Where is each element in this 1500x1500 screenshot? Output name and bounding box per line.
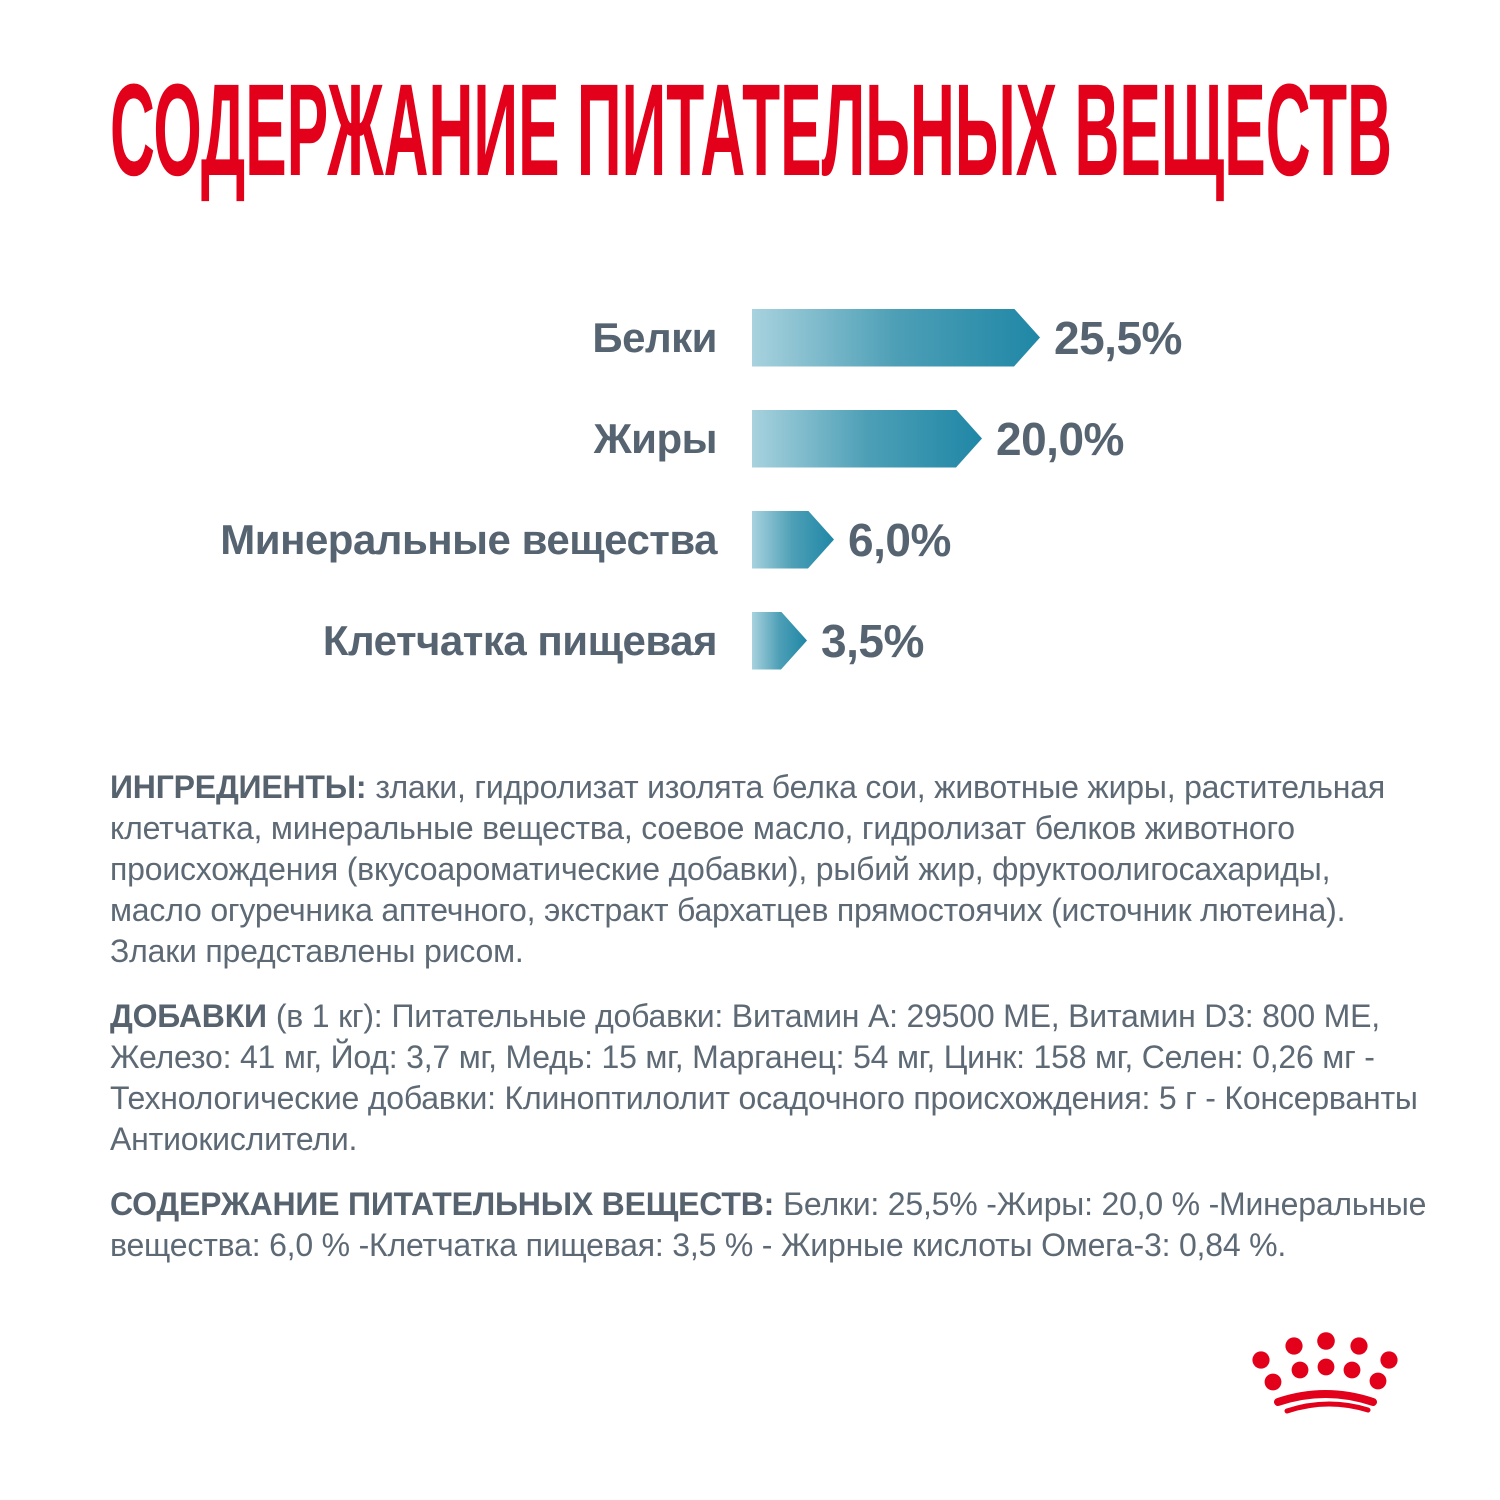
- paragraph-text: злаки, гидролизат изолята белка сои, жив…: [375, 769, 1385, 805]
- paragraph-lead: ДОБАВКИ: [110, 998, 267, 1034]
- paragraph: ДОБАВКИ (в 1 кг): Питательные добавки: Вит…: [110, 996, 1418, 1160]
- chart-row: Жиры 20,0%: [0, 388, 1500, 489]
- royal-canin-crown-icon: [1252, 1332, 1398, 1414]
- chart-row: Клетчатка пищевая 3,5%: [0, 590, 1500, 691]
- chart-row: Белки 25,5%: [0, 287, 1500, 388]
- paragraph-line: Железо: 41 мг, Йод: 3,7 мг, Медь: 15 мг,…: [110, 1039, 1375, 1075]
- info-text: ИНГРЕДИЕНТЫ: злаки, гидролизат изолята бе…: [110, 767, 1426, 1290]
- paragraph-line: масло огуречника аптечного, экстракт бар…: [110, 892, 1346, 928]
- chart-value-label: 25,5%: [1054, 311, 1182, 364]
- paragraph-line: вещества: 6,0 % -Клетчатка пищевая: 3,5 …: [110, 1227, 1287, 1263]
- chart-category-label: Белки: [592, 313, 717, 361]
- paragraph-line: Злаки представлены рисом.: [110, 933, 524, 969]
- chart-bar: [752, 612, 807, 670]
- chart-bar: [752, 511, 834, 569]
- paragraph-line: клетчатка, минеральные вещества, соевое …: [110, 810, 1295, 846]
- paragraph-lead-suffix: (в 1 кг):: [275, 998, 383, 1034]
- paragraph-line: ИНГРЕДИЕНТЫ: злаки, гидролизат изолята бе…: [110, 767, 1400, 808]
- paragraph-line: Антиокислители.: [110, 1121, 358, 1157]
- chart-bar: [752, 410, 982, 468]
- paragraph: ИНГРЕДИЕНТЫ: злаки, гидролизат изолята бе…: [110, 767, 1400, 972]
- chart-value-label: 6,0%: [848, 513, 951, 566]
- chart-value-label: 20,0%: [996, 412, 1124, 465]
- chart-bar: [752, 309, 1040, 367]
- nutrient-bar-chart: Белки 25,5% Жиры 20,0% Минеральные вещества 6…: [0, 287, 1500, 691]
- paragraph-lead: ИНГРЕДИЕНТЫ:: [110, 769, 367, 805]
- chart-value-label: 3,5%: [821, 614, 924, 667]
- chart-category-label: Жиры: [593, 414, 718, 462]
- paragraph-line: ДОБАВКИ (в 1 кг): Питательные добавки: Вит…: [110, 996, 1400, 1037]
- chart-row: Минеральные вещества 6,0%: [0, 489, 1500, 590]
- paragraph-text: Белки: 25,5% -Жиры: 20,0 % -Минеральные: [783, 1186, 1427, 1222]
- page-title-text: СОДЕРЖАНИЕ ПИТАТЕЛЬНЫХ ВЕЩЕСТВ: [110, 56, 1392, 203]
- paragraph: СОДЕРЖАНИЕ ПИТАТЕЛЬНЫХ ВЕЩЕСТВ: Белки: 25…: [110, 1184, 1426, 1266]
- paragraph-lead: СОДЕРЖАНИЕ ПИТАТЕЛЬНЫХ ВЕЩЕСТВ:: [110, 1186, 775, 1222]
- page-title: СОДЕРЖАНИЕ ПИТАТЕЛЬНЫХ ВЕЩЕСТВ: [110, 56, 1392, 203]
- paragraph-line: происхождения (вкусоароматические добавк…: [110, 851, 1331, 887]
- paragraph-line: Технологические добавки: Клиноптилолит о…: [110, 1080, 1418, 1116]
- chart-category-label: Клетчатка пищевая: [322, 616, 718, 664]
- paragraph-text: Питательные добавки: Витамин А: 29500 МЕ…: [391, 998, 1380, 1034]
- crown-dots: [1252, 1332, 1398, 1391]
- chart-category-label: Минеральные вещества: [220, 515, 717, 563]
- crown-arcs: [1274, 1390, 1377, 1414]
- paragraph-line: СОДЕРЖАНИЕ ПИТАТЕЛЬНЫХ ВЕЩЕСТВ: Белки: 25…: [110, 1184, 1426, 1225]
